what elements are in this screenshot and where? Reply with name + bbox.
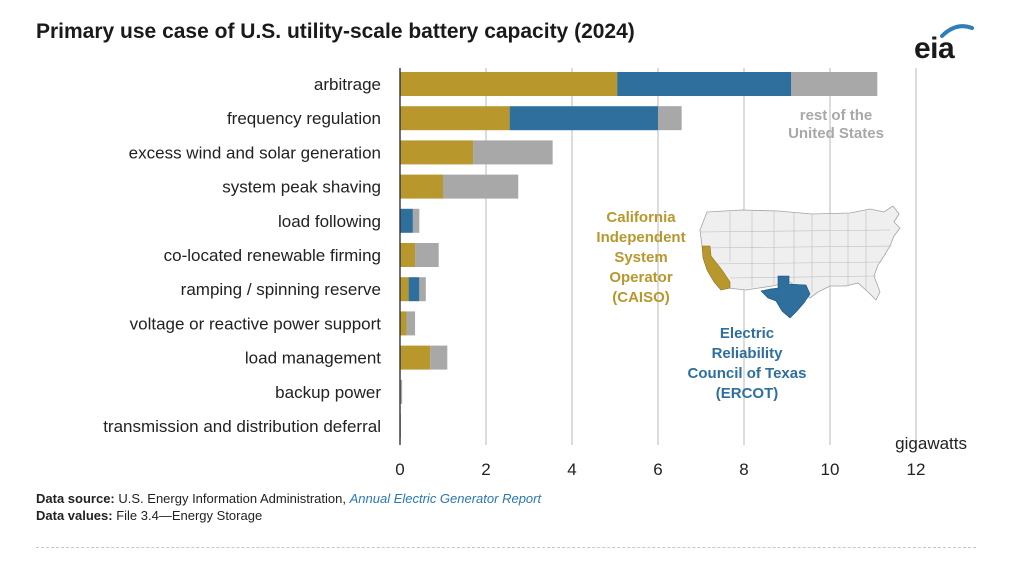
- category-labels: arbitrage frequency regulation excess wind…: [103, 75, 381, 436]
- state-borders: [699, 210, 893, 292]
- x-tick-label: 2: [481, 460, 490, 479]
- data-source-text: U.S. Energy Information Administration,: [118, 491, 346, 506]
- ercot-annotation-line: Reliability: [712, 345, 784, 362]
- caiso-annotation-line: Operator: [609, 269, 673, 286]
- eia-logo-arc-icon: [940, 24, 974, 38]
- caiso-annotation-line: California: [606, 209, 676, 226]
- x-tick-label: 10: [821, 460, 840, 479]
- rest-annotation: rest of the United States: [788, 107, 884, 142]
- ercot-annotation-line: Electric: [720, 325, 774, 342]
- bar-rest: [400, 379, 403, 404]
- category-label: ramping / spinning reserve: [181, 280, 381, 299]
- x-tick-label: 12: [907, 460, 926, 479]
- bar-rest: [406, 311, 416, 336]
- bar-rest: [658, 106, 682, 131]
- category-label: arbitrage: [314, 75, 381, 94]
- data-source-link[interactable]: Annual Electric Generator Report: [349, 491, 542, 506]
- data-values-line: Data values: File 3.4—Energy Storage: [36, 508, 262, 523]
- eia-logo: eia: [912, 20, 974, 66]
- bar-rest: [430, 345, 448, 370]
- category-label: voltage or reactive power support: [130, 314, 382, 333]
- caiso-annotation-line: Independent: [596, 229, 685, 246]
- bar-caiso: [400, 106, 510, 131]
- category-label: backup power: [275, 383, 381, 402]
- ercot-annotation: Electric Reliability Council of Texas (E…: [688, 325, 807, 402]
- x-axis-label: gigawatts: [895, 434, 967, 453]
- category-label: frequency regulation: [227, 109, 381, 128]
- us-map: [699, 205, 901, 319]
- bar-ercot: [617, 72, 792, 96]
- bar-rest: [412, 208, 420, 233]
- bar-caiso: [400, 345, 431, 370]
- category-label: transmission and distribution deferral: [103, 417, 381, 436]
- caiso-annotation-line: System: [614, 249, 667, 266]
- data-values-label: Data values:: [36, 508, 113, 523]
- category-label: load management: [245, 349, 381, 368]
- ercot-annotation-line: Council of Texas: [688, 365, 807, 382]
- bar-rest: [473, 140, 553, 165]
- x-tick-label: 8: [739, 460, 748, 479]
- bar-chart: arbitrage frequency regulation excess wind…: [103, 68, 967, 479]
- data-values-text: File 3.4—Energy Storage: [116, 508, 263, 523]
- bar-caiso: [400, 174, 443, 199]
- category-label: co-located renewable firming: [164, 246, 381, 265]
- bar-rest: [415, 243, 439, 267]
- rest-annotation-line: United States: [788, 125, 884, 142]
- bar-caiso: [400, 311, 407, 336]
- data-source-line: Data source: U.S. Energy Information Adm…: [36, 491, 541, 506]
- footer-divider: [36, 547, 976, 548]
- x-tick-label: 6: [653, 460, 662, 479]
- bar-ercot: [408, 277, 420, 302]
- bar-caiso: [400, 72, 618, 96]
- california-region: [701, 245, 731, 291]
- category-label: system peak shaving: [222, 178, 381, 197]
- bar-rest: [443, 174, 519, 199]
- bar-caiso: [400, 243, 416, 267]
- caiso-annotation: California Independent System Operator (…: [596, 209, 685, 306]
- bar-ercot: [400, 208, 413, 233]
- texas-region: [760, 275, 811, 319]
- data-source-label: Data source:: [36, 491, 115, 506]
- x-tick-label: 4: [567, 460, 576, 479]
- bar-caiso: [400, 140, 474, 165]
- bar-rest: [791, 72, 878, 96]
- bar-caiso: [400, 277, 409, 302]
- bar-rest: [419, 277, 426, 302]
- bars: [400, 72, 878, 438]
- category-label: load following: [278, 212, 381, 231]
- x-tick-label: 0: [395, 460, 404, 479]
- bar-ercot: [509, 106, 658, 131]
- x-axis: 0 2 4 6 8 10 12 gigawatts: [395, 68, 967, 479]
- chart-title: Primary use case of U.S. utility-scale b…: [36, 20, 635, 43]
- rest-annotation-line: rest of the: [800, 107, 873, 124]
- category-label: excess wind and solar generation: [129, 143, 381, 162]
- ercot-annotation-line: (ERCOT): [716, 385, 779, 402]
- caiso-annotation-line: (CAISO): [612, 289, 670, 306]
- eia-logo-text: eia: [914, 32, 955, 65]
